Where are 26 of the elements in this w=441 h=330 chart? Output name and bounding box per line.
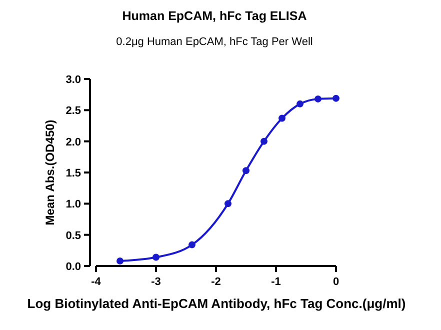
y-axis-title: Mean Abs.(OD450) (43, 120, 57, 226)
x-tick-label: -1 (271, 276, 281, 288)
chart-title: Human EpCAM, hFc Tag ELISA (122, 9, 307, 23)
y-tick-label: 0.5 (66, 230, 81, 242)
point (188, 241, 196, 248)
point (314, 95, 322, 102)
point (224, 200, 232, 208)
y-tick-label: 2.5 (66, 105, 81, 118)
point (152, 254, 160, 261)
y-tick-label: 3.0 (66, 74, 81, 86)
y-tick-label: 2.0 (66, 136, 81, 148)
point (332, 94, 340, 102)
chart-subtitle: 0.2μg Human EpCAM, hFc Tag Per Well (116, 36, 313, 48)
point (116, 258, 124, 265)
x-tick-label: -3 (151, 276, 161, 288)
y-tick-label: 0.0 (66, 261, 81, 273)
y-tick-label: 1.5 (66, 168, 81, 180)
point (242, 167, 250, 174)
point (296, 100, 304, 108)
point (278, 114, 286, 122)
y-tick-label: 1.0 (66, 198, 81, 211)
x-tick-label: -2 (211, 276, 221, 288)
point (260, 138, 268, 145)
x-tick-label: -4 (91, 276, 102, 288)
x-tick-label: 0 (332, 276, 340, 288)
x-axis-title: Log Biotinylated Anti-EpCAM Antibody, hFc Tag Conc.(μg/ml) (27, 296, 406, 311)
